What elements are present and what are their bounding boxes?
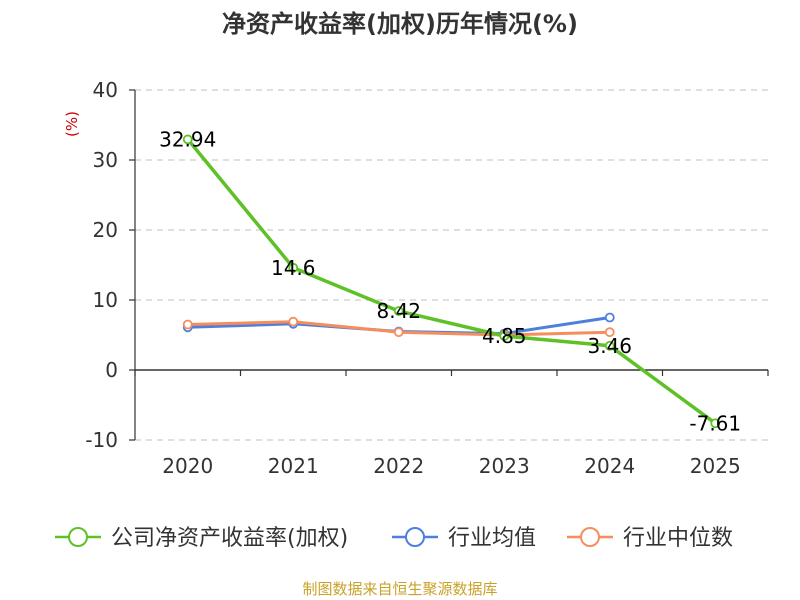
data-point [604, 340, 615, 351]
x-tick-label-2025: 2025 [690, 454, 741, 478]
data-point [604, 327, 615, 338]
legend-marker [580, 527, 600, 547]
data-point [710, 418, 721, 429]
legend-item-1[interactable]: 行业均值 [392, 526, 536, 551]
data-label: 3.46 [587, 334, 632, 358]
data-label: 8.42 [376, 299, 421, 323]
x-tick-label-2022: 2022 [373, 454, 424, 478]
legend-label: 行业均值 [448, 526, 536, 551]
data-point [182, 319, 193, 330]
data-point [393, 306, 404, 316]
legend-label: 行业中位数 [623, 526, 733, 551]
x-tick-label-2023: 2023 [479, 454, 530, 478]
y-axis-unit: (%) [63, 111, 81, 137]
data-point [604, 312, 615, 323]
data-label: -7.61 [689, 411, 741, 435]
data-point [499, 331, 510, 341]
legend[interactable]: 公司净资产收益率(加权) 行业均值 行业中位数 [55, 526, 733, 551]
data-label: 32.94 [159, 127, 216, 151]
y-tick-label: 0 [105, 358, 118, 382]
legend-marker [405, 527, 425, 547]
y-tick-label: 20 [93, 218, 118, 242]
x-tick-label-2020: 2020 [162, 454, 213, 478]
data-point [182, 134, 193, 145]
axes: 40 30 20 10 0 -10 2020 2021 2022 2023 2024 2025 [85, 78, 769, 478]
series-line-0 [186, 138, 717, 425]
grid-lines [135, 89, 768, 441]
y-tick-label: 10 [93, 288, 118, 312]
series-group [182, 134, 721, 429]
legend-marker [68, 527, 88, 547]
x-tick-label-2024: 2024 [584, 454, 635, 478]
y-tick-label: -10 [85, 428, 118, 452]
legend-label: 公司净资产收益率(加权) [111, 526, 348, 551]
chart-title: 净资产收益率(加权)历年情况(%) [222, 10, 578, 38]
legend-item-2[interactable]: 行业中位数 [567, 526, 733, 551]
source-note: 制图数据来自恒生聚源数据库 [302, 580, 497, 598]
data-point [288, 316, 299, 327]
data-labels: 32.94 14.6 8.42 4.85 3.46 -7.61 [159, 127, 741, 435]
data-point [393, 327, 404, 338]
legend-item-0[interactable]: 公司净资产收益率(加权) [55, 526, 348, 551]
data-label: 4.85 [482, 324, 527, 348]
data-point [288, 262, 299, 273]
data-label: 14.6 [271, 256, 316, 280]
y-tick-label: 30 [93, 148, 118, 172]
y-tick-label: 40 [93, 78, 118, 102]
x-tick-label-2021: 2021 [268, 454, 319, 478]
